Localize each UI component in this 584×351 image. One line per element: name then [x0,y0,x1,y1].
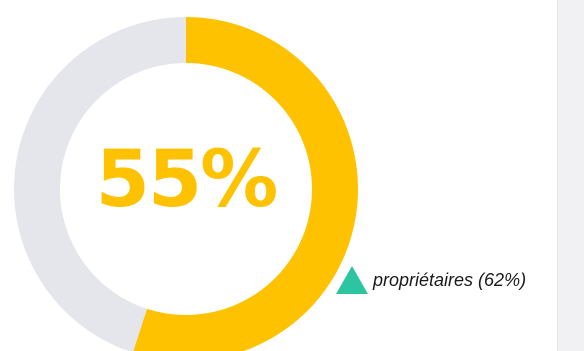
triangle-up-icon [336,266,368,294]
donut-chart [14,17,358,351]
donut-value-arc [133,17,358,351]
side-panel [557,0,584,351]
center-value-label: 55% [95,135,279,225]
donut-track-arc [14,17,187,351]
annotation: propriétaires (62%) [336,264,526,296]
annotation-label: propriétaires (62%) [373,269,527,290]
